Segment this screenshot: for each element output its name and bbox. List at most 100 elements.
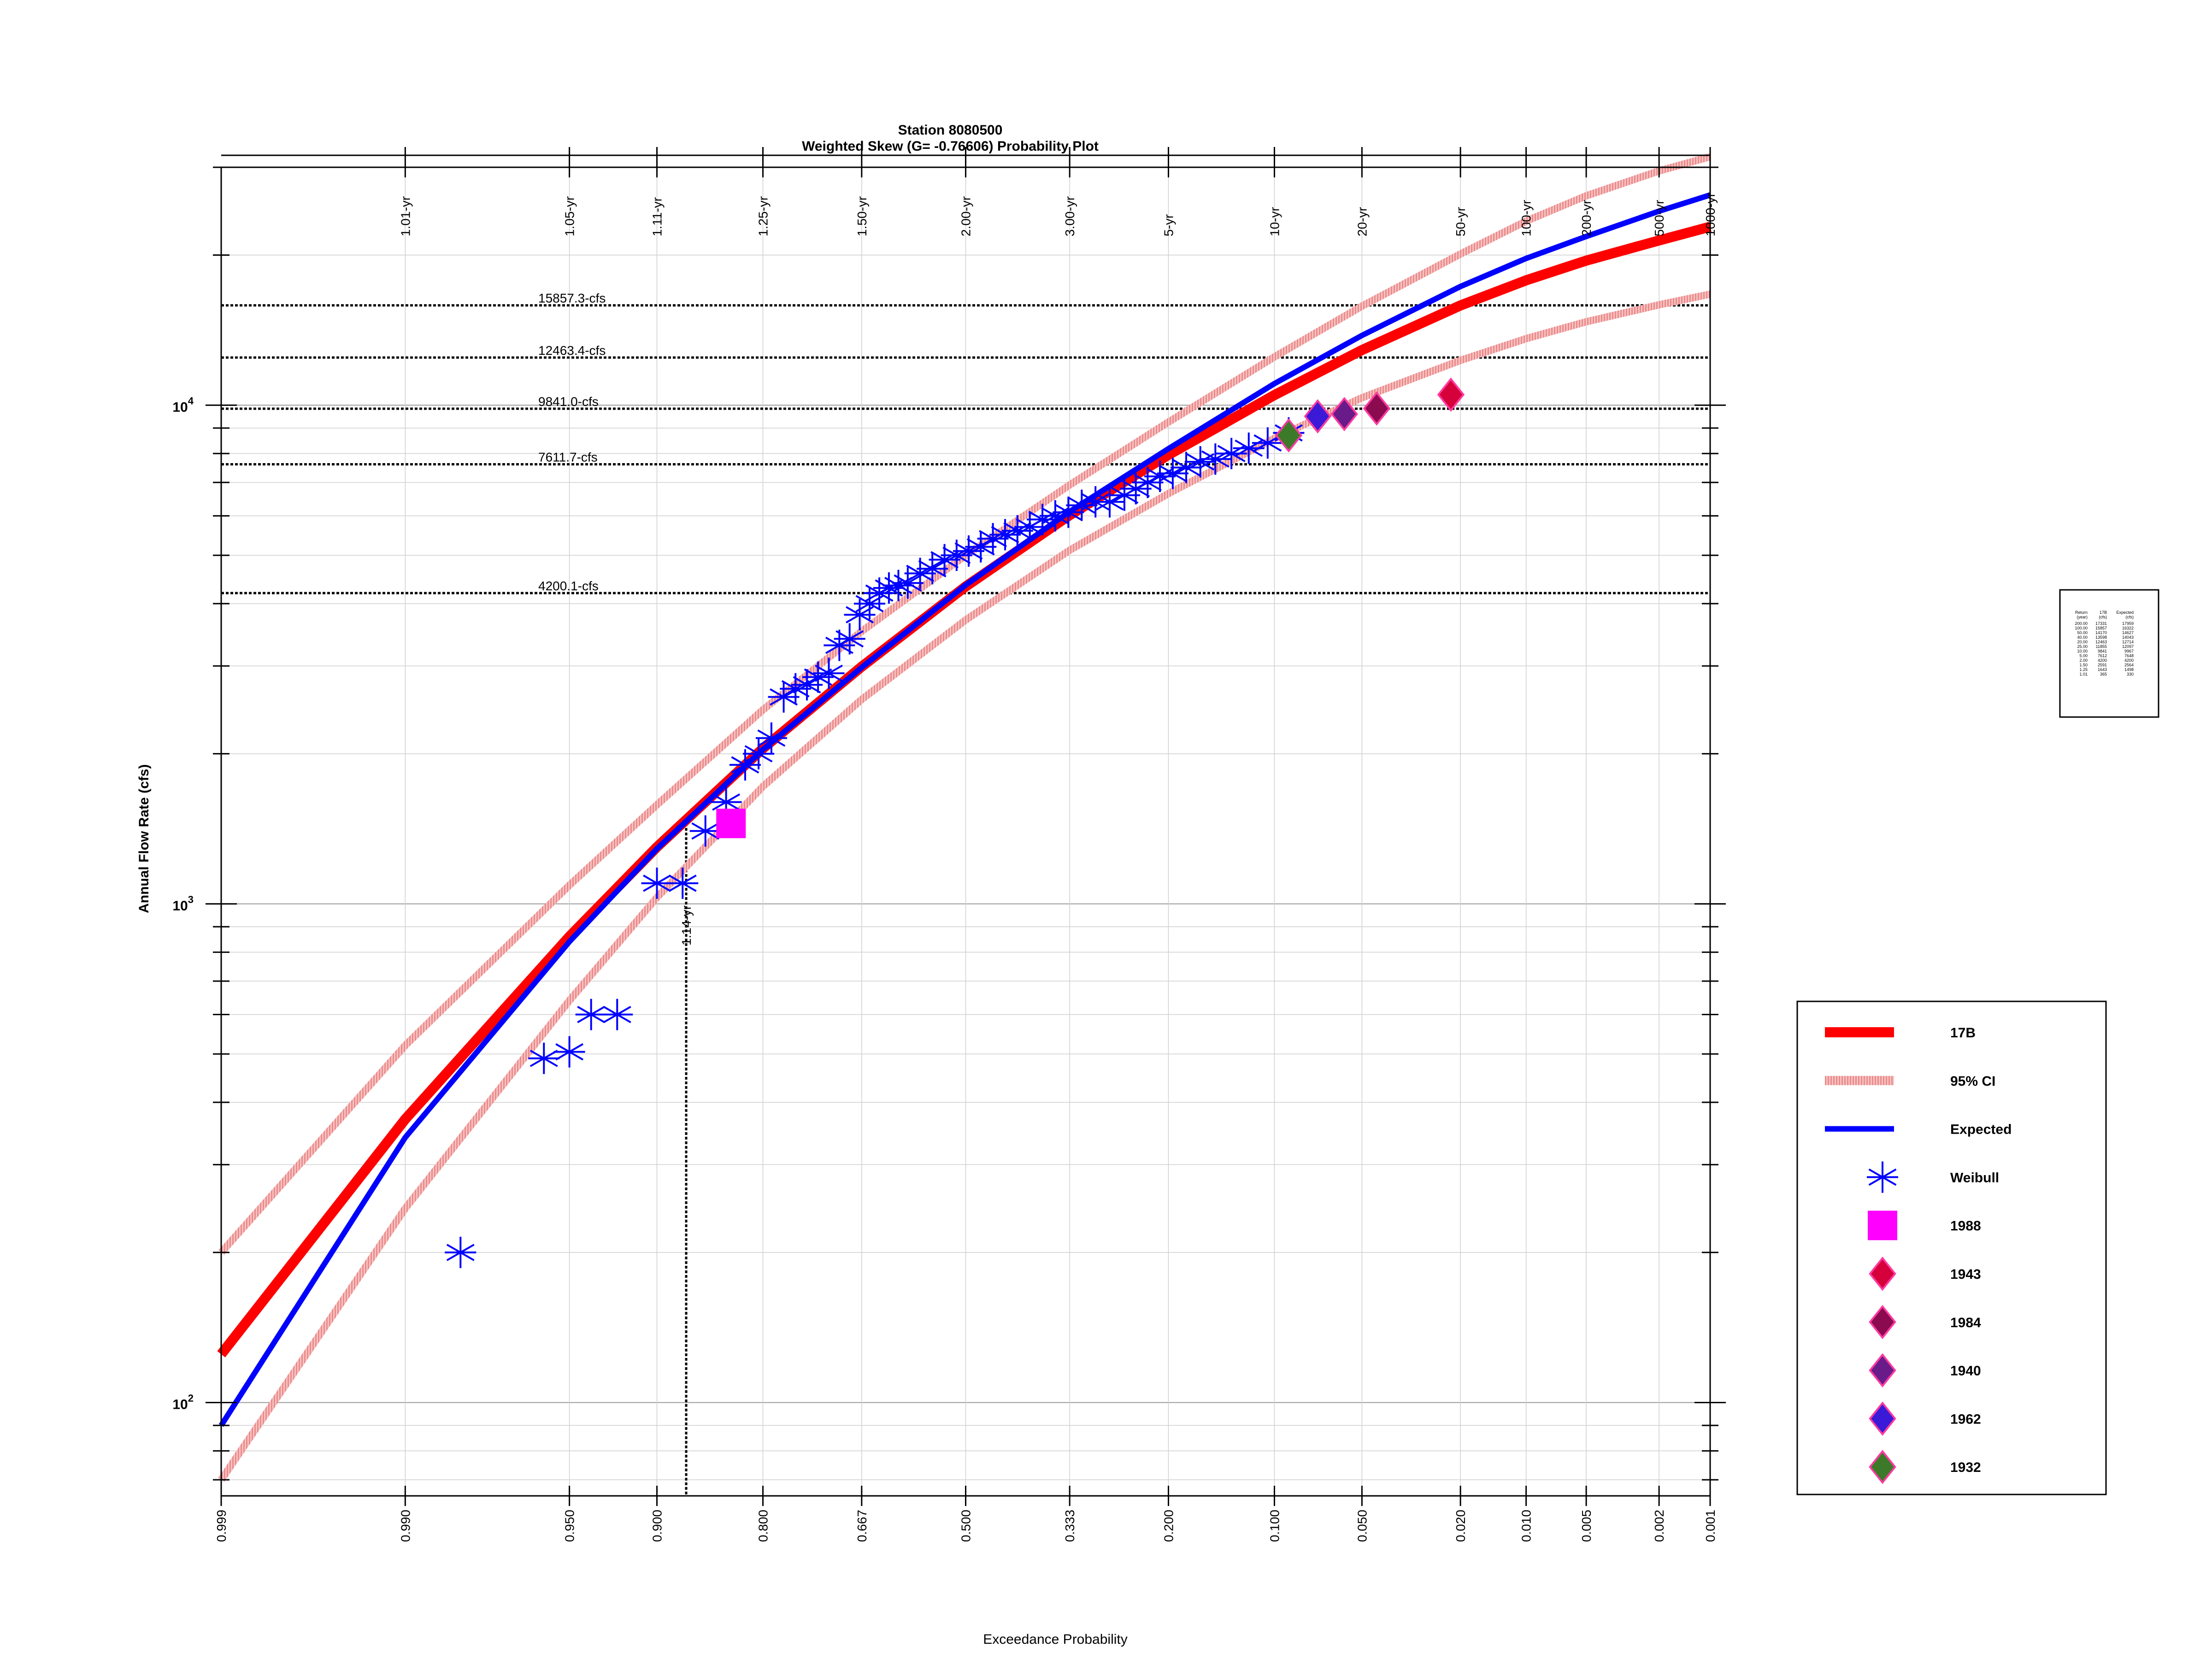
table-cell: 1643: [2098, 667, 2107, 672]
weibull-point: [1200, 443, 1231, 475]
marker-1943: [1437, 377, 1465, 412]
weibull-point: [1094, 486, 1125, 518]
table-cell: 1498: [2124, 667, 2134, 672]
series: [217, 153, 1712, 1482]
x-tick-label: 0.990: [398, 1510, 412, 1542]
table-cell: 11855: [2096, 644, 2107, 649]
weibull-point: [813, 658, 845, 689]
return-period-label: 1.25-yr: [756, 196, 771, 236]
reference-line-label: 15857.3-cfs: [538, 291, 606, 306]
weibull-point: [553, 1036, 585, 1068]
x-tick-label: 0.020: [1453, 1510, 1468, 1542]
legend-swatch: [1869, 1256, 1896, 1291]
y-tick-label: 104: [172, 395, 194, 415]
table-cell: 10.00: [2077, 649, 2088, 653]
legend-label: Expected: [1950, 1122, 2012, 1137]
table-cell: 9967: [2124, 649, 2134, 653]
table-cell: 12097: [2122, 644, 2134, 649]
chart-subtitle: Weighted Skew (G= -0.76606) Probability …: [802, 139, 1099, 154]
x-tick-label: 0.200: [1161, 1510, 1176, 1542]
table-cell: 2591: [2098, 663, 2107, 667]
weibull-point: [445, 1236, 477, 1268]
marker-1962: [1304, 399, 1332, 434]
table-cell: 9841: [2098, 649, 2107, 653]
return-period-label: 10-yr: [1267, 207, 1282, 236]
legend-label: 1932: [1950, 1460, 1981, 1475]
y-tick-label: 103: [172, 894, 194, 913]
legend: 17B 95% CI Expected Weibull 1988 1943 1984 1940…: [1796, 1000, 2107, 1495]
table-cell: 7612: [2098, 653, 2107, 658]
reference-line-label: 9841.0-cfs: [538, 394, 599, 409]
table-unit: (cfs): [2126, 615, 2134, 619]
reference-lines: 15857.3-cfs 12463.4-cfs 9841.0-cfs 7611.7-c…: [221, 291, 1710, 1496]
marker-1940: [1330, 397, 1358, 431]
marker-1984: [1363, 391, 1391, 426]
x-tick-label: 0.002: [1652, 1510, 1666, 1542]
chart-title: Station 8080500: [898, 123, 1003, 138]
grid: [221, 167, 1711, 1496]
table-cell: 17331: [2095, 621, 2107, 626]
legend-swatch: [1869, 1305, 1896, 1340]
x-axis-title: Exceedance Probability: [983, 1632, 1128, 1647]
legend-label: 1943: [1950, 1267, 1981, 1282]
return-period-label: 2.00-yr: [959, 196, 973, 236]
x-tick-label: 0.005: [1579, 1510, 1594, 1542]
table-cell: 1.50: [2079, 663, 2088, 667]
weibull-point: [965, 531, 997, 563]
table-cell: 2564: [2124, 663, 2134, 667]
table-cell: 16322: [2122, 626, 2134, 630]
weibull-point: [641, 867, 673, 899]
return-period-label: 1.50-yr: [855, 196, 869, 236]
table-cell: 4200: [2124, 658, 2134, 663]
x-tick-label: 0.900: [650, 1510, 665, 1542]
return-period-label: 500-yr: [1652, 200, 1666, 236]
weibull-point: [917, 553, 948, 585]
y-axis-title: Annual Flow Rate (cfs): [136, 764, 152, 913]
table-cell: 5.00: [2079, 653, 2088, 658]
x-tick-label: 0.010: [1519, 1510, 1534, 1542]
line-expected: [218, 192, 1711, 1427]
legend-label: 1988: [1950, 1218, 1981, 1234]
table-cell: 40.00: [2077, 635, 2088, 640]
legend-swatch: [1868, 1211, 1897, 1241]
weibull-point: [755, 722, 787, 754]
weibull-point: [834, 623, 865, 655]
return-period-label: 1000-yr: [1703, 193, 1718, 236]
table-cell: 20.00: [2077, 640, 2088, 644]
x-tick-label: 0.050: [1355, 1510, 1369, 1542]
x-tick-label: 0.500: [959, 1510, 973, 1542]
return-period-label: 200-yr: [1579, 200, 1594, 236]
weibull-point: [1252, 427, 1283, 459]
axes: 102 103 104 0.999 0.990 0.950 0.900 0.800 0.667 0…: [172, 147, 1726, 1542]
weibull-point: [689, 815, 721, 847]
table-header: Return: [2075, 610, 2088, 615]
vertical-marker-label: 1.14-yr: [679, 906, 694, 946]
summary-table: Return 17B Expected(year) (cfs) (cfs)200.00 1…: [2059, 589, 2159, 718]
table-cell: 7648: [2124, 653, 2134, 658]
legend-label: 17B: [1950, 1025, 1976, 1041]
x-tick-label: 0.100: [1267, 1510, 1282, 1542]
table-cell: 1.01: [2079, 672, 2088, 677]
legend-swatch: [1869, 1401, 1896, 1436]
marker-1932: [1275, 418, 1303, 453]
table-unit: (cfs): [2099, 615, 2107, 619]
x-tick-label: 0.667: [855, 1510, 869, 1542]
ci-lower-line: [218, 290, 1711, 1482]
table-cell: 330: [2127, 672, 2134, 677]
return-period-label: 1.01-yr: [398, 196, 412, 236]
table-cell: 14627: [2122, 630, 2134, 635]
table-cell: 25.00: [2077, 644, 2088, 649]
return-period-label: 5-yr: [1161, 214, 1176, 236]
return-period-label: 100-yr: [1519, 200, 1534, 236]
table-cell: 100.00: [2075, 626, 2088, 630]
table-cell: 4200: [2098, 658, 2107, 663]
x-tick-label: 0.950: [563, 1510, 577, 1542]
legend-label: 1984: [1950, 1315, 1981, 1330]
x-tick-label: 0.999: [214, 1510, 229, 1542]
table-cell: 50.00: [2077, 630, 2088, 635]
table-header: 17B: [2100, 610, 2107, 615]
legend-swatch: [1867, 1161, 1898, 1193]
weibull-point: [667, 867, 699, 899]
reference-line-label: 4200.1-cfs: [538, 579, 599, 593]
